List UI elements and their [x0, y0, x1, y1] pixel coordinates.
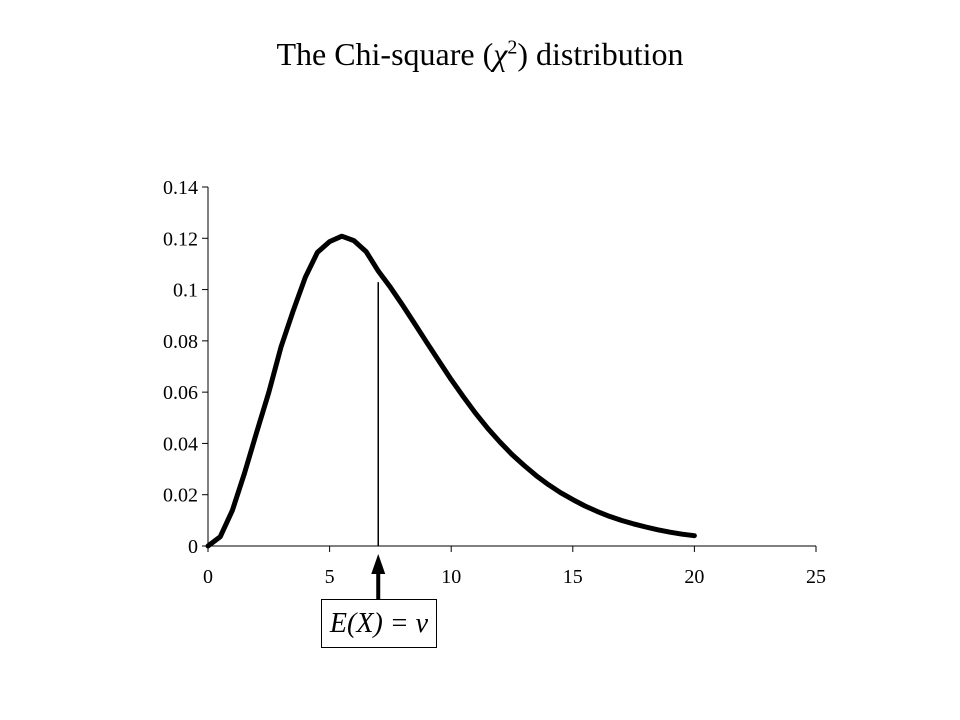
y-tick-label: 0.14	[163, 177, 198, 199]
axes: 0 0.02 0.04 0.06 0.08 0.1 0.12 0.14 0 5 10 15 20 25	[163, 177, 826, 588]
x-tick-label: 10	[441, 566, 461, 588]
x-tick-label: 5	[325, 566, 335, 588]
y-tick-label: 0.08	[163, 331, 198, 353]
x-tick-label: 20	[684, 566, 704, 588]
y-tick-label: 0.06	[163, 382, 198, 404]
density-curve	[205, 233, 697, 549]
mean-annotation: E(X) = ν	[321, 599, 437, 648]
y-tick-label: 0.1	[173, 280, 198, 302]
x-tick-label: 25	[806, 566, 826, 588]
x-tick-label: 15	[563, 566, 583, 588]
y-tick-label: 0.02	[163, 485, 198, 507]
y-tick-label: 0.04	[163, 433, 198, 455]
series-layer	[205, 233, 697, 549]
mean-arrow-head	[371, 554, 386, 574]
chart-title: The Chi-square (χ2) distribution	[276, 36, 684, 72]
y-tick-label: 0	[188, 536, 198, 558]
y-tick-label: 0.12	[163, 228, 198, 250]
x-tick-label: 0	[203, 566, 213, 588]
mean-marker	[371, 282, 386, 600]
mean-annotation-text: E(X) = ν	[329, 607, 429, 639]
